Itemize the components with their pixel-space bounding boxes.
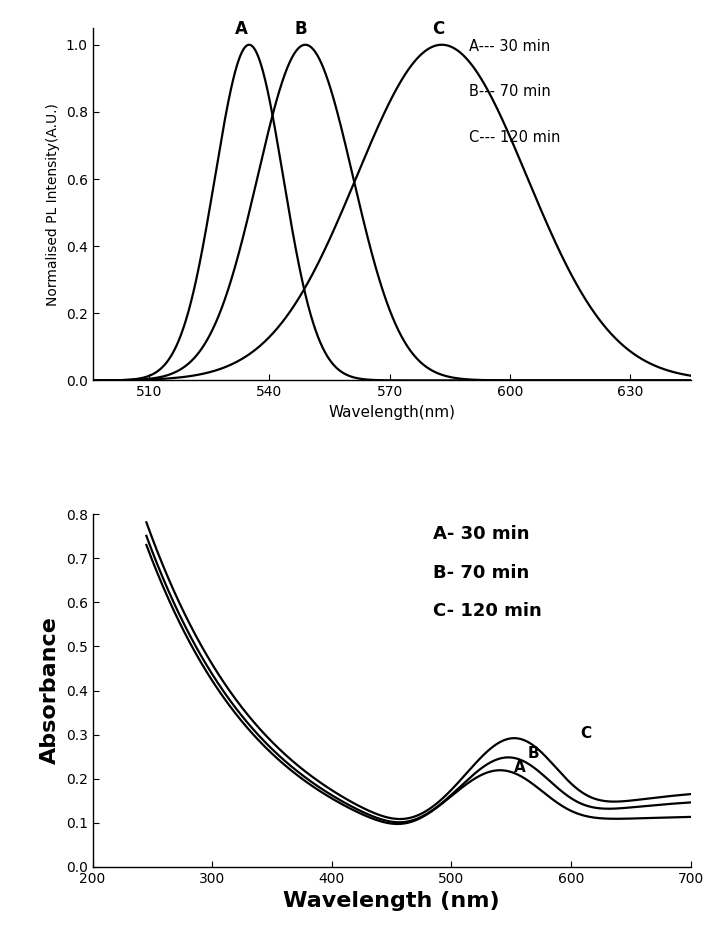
- Y-axis label: Normalised PL Intensity(A.U.): Normalised PL Intensity(A.U.): [46, 103, 60, 306]
- Text: C: C: [431, 20, 444, 38]
- Y-axis label: Absorbance: Absorbance: [40, 617, 60, 764]
- Text: A--- 30 min: A--- 30 min: [469, 38, 550, 53]
- Text: C--- 120 min: C--- 120 min: [469, 130, 561, 145]
- Text: B: B: [528, 746, 540, 761]
- X-axis label: Wavelength (nm): Wavelength (nm): [283, 891, 500, 911]
- Text: B: B: [295, 20, 308, 38]
- Text: B- 70 min: B- 70 min: [434, 564, 530, 582]
- Text: C- 120 min: C- 120 min: [434, 602, 543, 621]
- Text: B--- 70 min: B--- 70 min: [469, 85, 551, 100]
- Text: C: C: [580, 726, 592, 741]
- Text: A: A: [235, 20, 248, 38]
- Text: A- 30 min: A- 30 min: [434, 525, 530, 543]
- Text: A: A: [513, 760, 525, 775]
- X-axis label: Wavelength(nm): Wavelength(nm): [328, 404, 455, 419]
